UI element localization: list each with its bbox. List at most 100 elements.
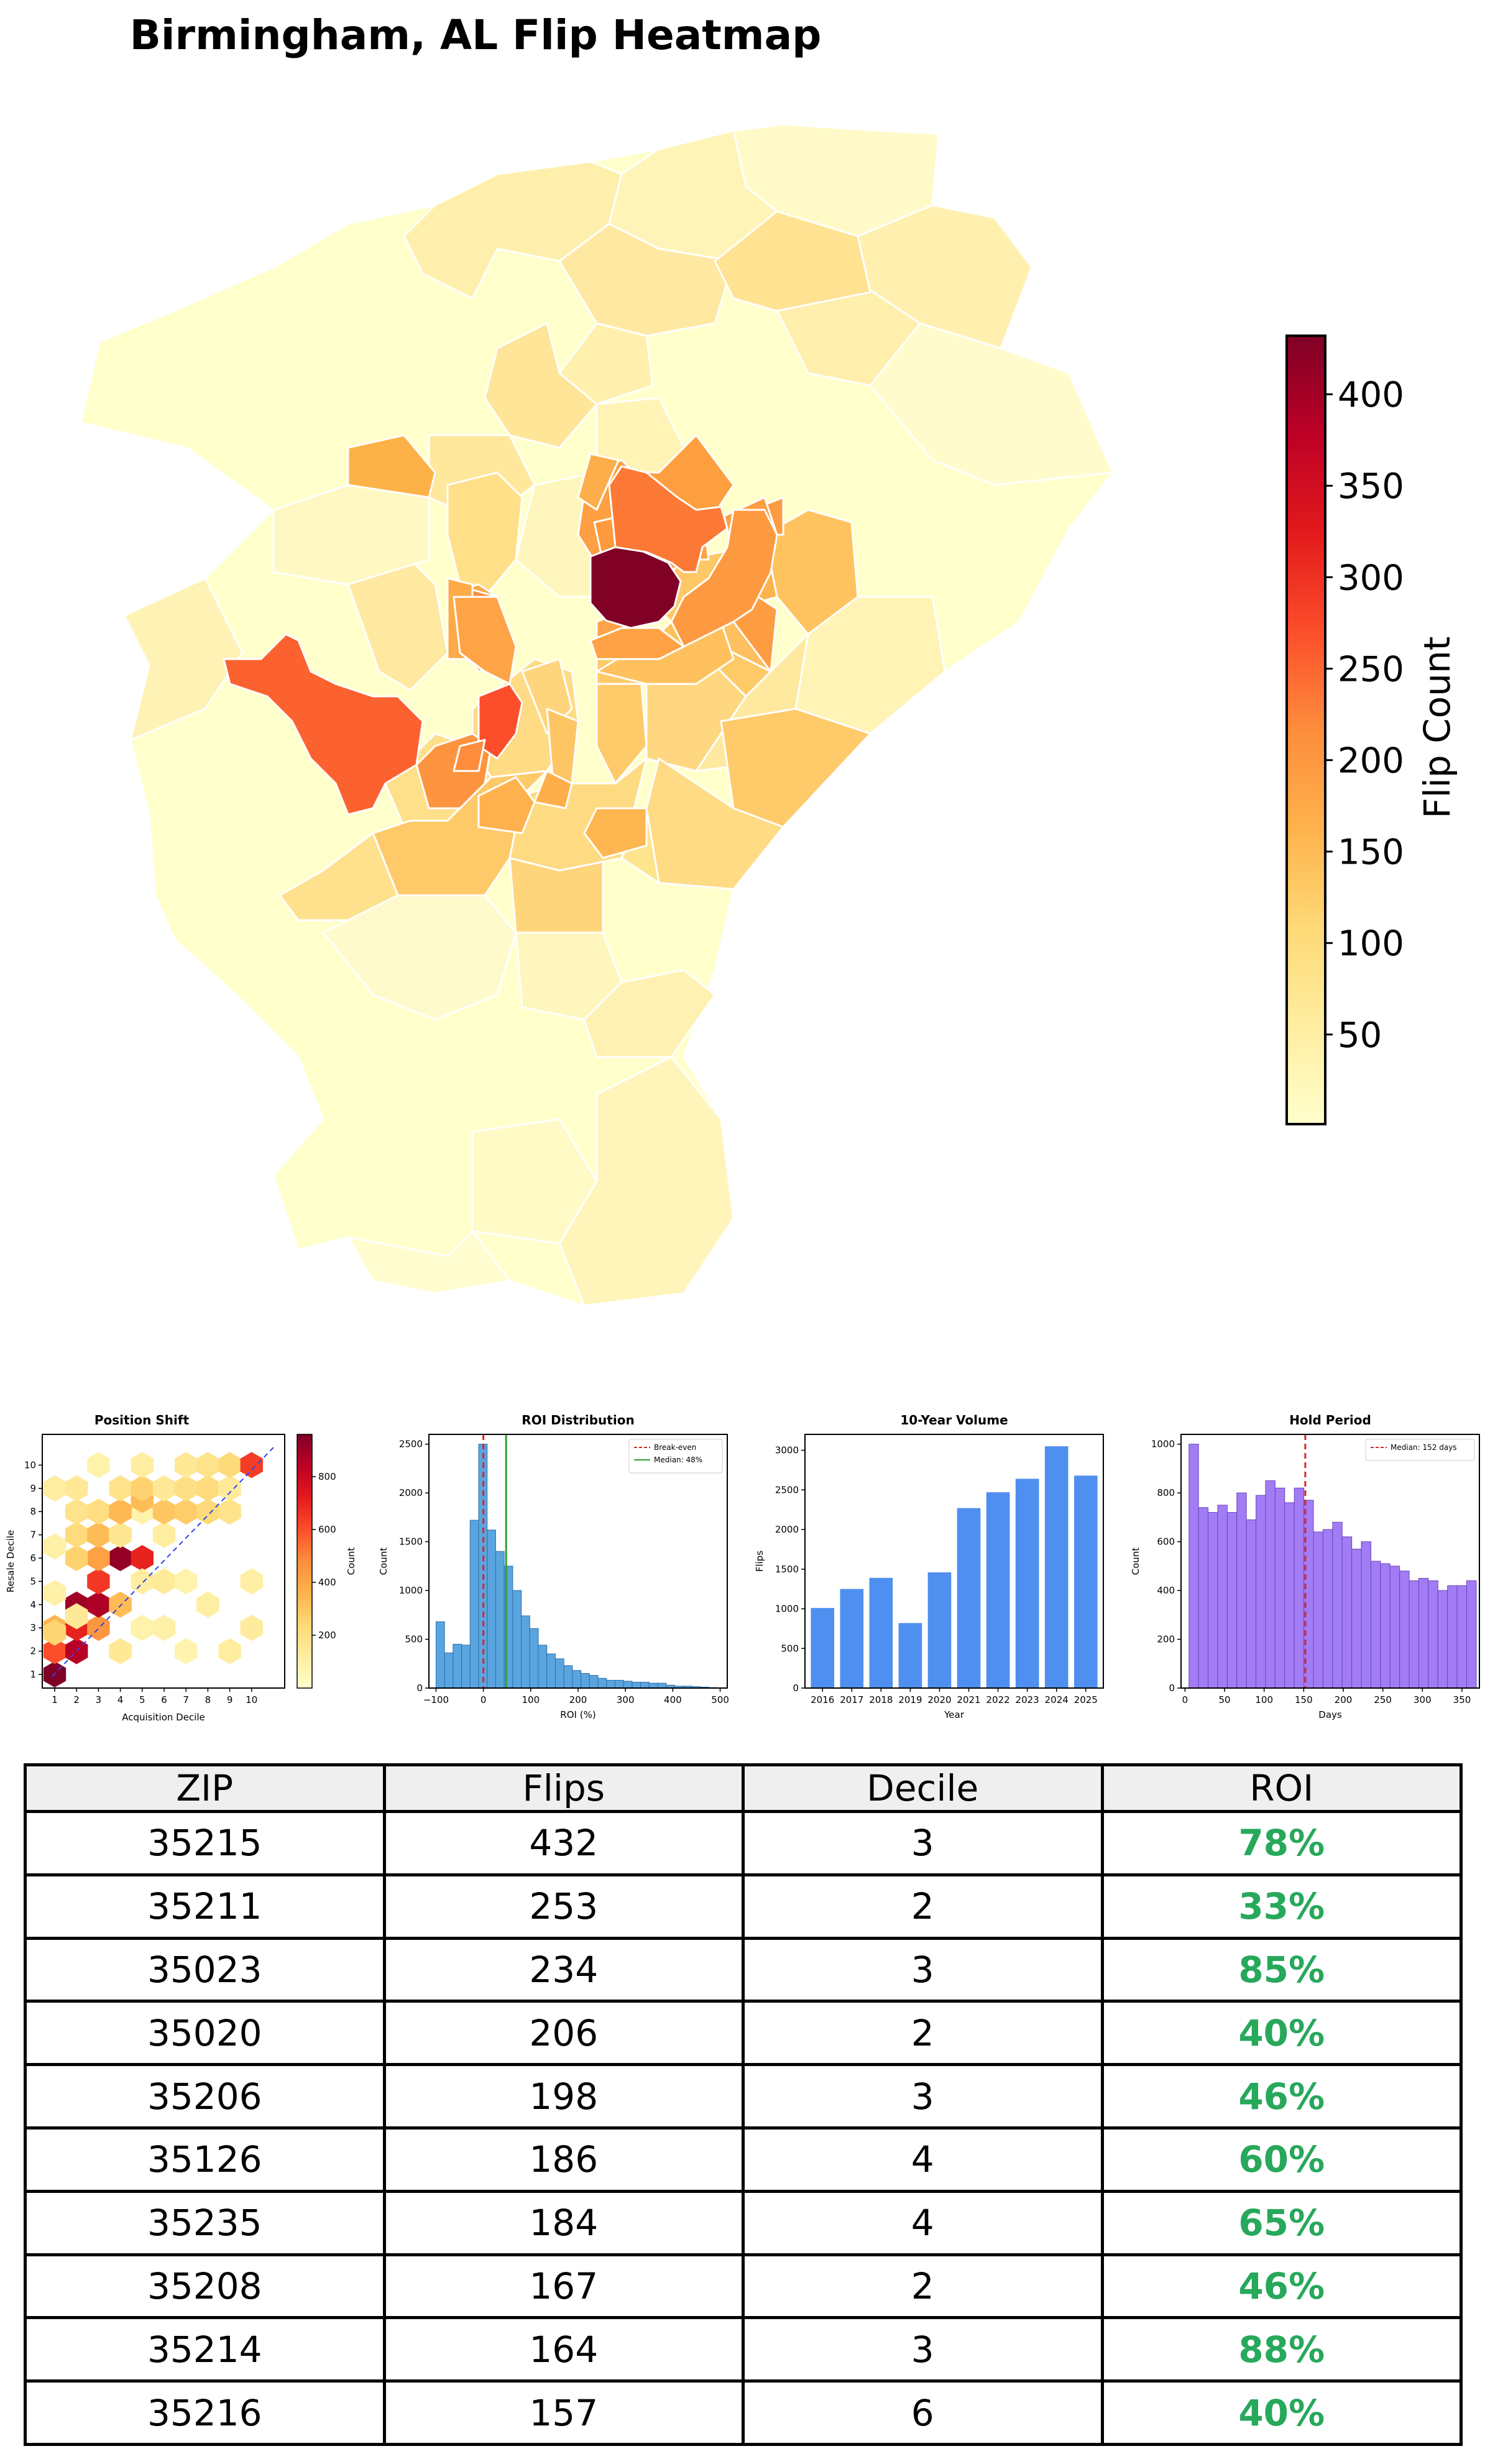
hex-cell	[175, 1568, 198, 1595]
y-tick-label: 2500	[399, 1439, 423, 1450]
legend-label: Break-even	[654, 1443, 696, 1452]
cell-flips: 432	[382, 1810, 745, 1876]
bar	[840, 1589, 864, 1688]
y-tick-label: 1000	[399, 1585, 423, 1596]
histogram-bar	[1341, 1536, 1353, 1689]
map-region[interactable]	[123, 577, 244, 741]
y-tick-label: 10	[24, 1459, 36, 1470]
x-tick-label: 250	[1374, 1694, 1392, 1705]
histogram-bar	[1361, 1541, 1371, 1689]
hex-cell	[43, 1533, 67, 1560]
hex-cell	[175, 1498, 198, 1525]
hex-cell	[43, 1619, 67, 1646]
hex-cell	[65, 1521, 88, 1548]
chart-title: Position Shift	[94, 1413, 190, 1428]
legend	[628, 1439, 723, 1474]
cell-decile: 3	[742, 1936, 1104, 2003]
colorbar-label: Flip Count	[1416, 636, 1458, 818]
hexbin-colorbar	[297, 1434, 313, 1689]
y-tick-label: 500	[405, 1634, 423, 1645]
bar	[986, 1492, 1010, 1688]
table-row: 35214 164 3 88%	[24, 2316, 1463, 2383]
histogram-bar	[1265, 1480, 1276, 1689]
hex-cell	[218, 1638, 241, 1664]
map-region-35023[interactable]	[608, 465, 729, 573]
map-region[interactable]	[558, 322, 654, 405]
x-tick-label: 5	[139, 1694, 145, 1705]
cell-zip: 35206	[24, 2063, 386, 2129]
x-tick-label: 0	[480, 1694, 487, 1705]
x-tick-label: 2	[73, 1694, 80, 1705]
map-region[interactable]	[347, 434, 436, 499]
table-row: 35126 186 4 60%	[24, 2126, 1463, 2193]
legend-label: Median: 48%	[654, 1456, 702, 1464]
map-region[interactable]	[583, 969, 716, 1058]
cell-roi: 85%	[1100, 1936, 1463, 2003]
map-region-35216[interactable]	[583, 807, 648, 859]
y-axis-label: Count	[1130, 1548, 1141, 1576]
cell-zip: 35126	[24, 2126, 386, 2193]
histogram-bar	[554, 1658, 564, 1689]
cell-flips: 253	[382, 1873, 745, 1940]
cell-flips: 184	[382, 2189, 745, 2256]
hex-cell	[43, 1638, 67, 1664]
map-region-35208[interactable]	[533, 770, 573, 810]
cell-decile: 3	[742, 2316, 1104, 2383]
y-tick-label: 9	[30, 1483, 36, 1494]
histogram-bar	[1188, 1444, 1199, 1689]
hex-cell	[109, 1498, 132, 1525]
histogram-bar	[1437, 1590, 1448, 1689]
hex-cell	[65, 1498, 88, 1525]
map-region[interactable]	[558, 1056, 735, 1307]
x-tick-label: 50	[1218, 1694, 1230, 1705]
x-tick-label: 2024	[1045, 1694, 1069, 1705]
hex-cell	[131, 1452, 154, 1479]
map-region-35206[interactable]	[670, 509, 778, 648]
map-region[interactable]	[322, 894, 517, 1021]
ten-year-volume-chart: 10-Year Volume 2016 2017 2018 2019 2020 2021 20…	[754, 1413, 1104, 1720]
table-row: 35023 234 3 85%	[24, 1936, 1463, 2003]
histogram-bar	[1389, 1566, 1400, 1689]
hex-cell	[109, 1545, 132, 1571]
hex-cell	[87, 1591, 110, 1618]
histogram-bar	[453, 1643, 462, 1689]
hex-cell	[43, 1475, 67, 1502]
map-region[interactable]	[577, 453, 620, 511]
x-tick-label: 2025	[1074, 1694, 1098, 1705]
x-tick-label: 0	[1182, 1694, 1188, 1705]
map-region[interactable]	[869, 322, 1114, 486]
x-tick-label: 2022	[986, 1694, 1009, 1705]
y-tick-label: 2000	[775, 1524, 799, 1535]
page-title: Birmingham, AL Flip Heatmap	[129, 11, 822, 59]
cell-roi: 65%	[1100, 2189, 1463, 2256]
histogram-bar	[1456, 1585, 1468, 1689]
cell-roi: 46%	[1100, 2063, 1463, 2129]
histogram-bar	[1294, 1487, 1305, 1689]
hex-cell	[87, 1545, 110, 1571]
map-region[interactable]	[453, 739, 486, 772]
histogram-bar	[581, 1673, 590, 1689]
x-tick-label: 100	[522, 1694, 540, 1705]
map-region-35126[interactable]	[589, 627, 685, 660]
histogram-bar	[512, 1590, 522, 1689]
map-region[interactable]	[484, 322, 598, 449]
histogram-bar	[623, 1681, 633, 1689]
table-row: 35206 198 3 46%	[24, 2063, 1463, 2129]
chart-title: ROI Distribution	[522, 1413, 634, 1428]
hex-cell	[196, 1475, 219, 1502]
map-region-35214[interactable]	[477, 776, 536, 834]
hex-cell	[87, 1498, 110, 1525]
histogram-bar	[1322, 1529, 1333, 1689]
colorbar-tick-label: 200	[1338, 741, 1404, 782]
hex-cell	[175, 1475, 198, 1502]
map-region[interactable]	[714, 210, 871, 312]
map-region[interactable]	[546, 708, 579, 785]
map-region[interactable]	[446, 471, 523, 598]
map-region[interactable]	[347, 1230, 511, 1294]
map-region[interactable]	[720, 708, 871, 828]
hex-cell	[87, 1521, 110, 1548]
cell-flips: 234	[382, 1936, 745, 2003]
hex-cell	[131, 1545, 154, 1571]
histogram-bar	[1466, 1580, 1477, 1689]
hex-cell	[109, 1521, 132, 1548]
